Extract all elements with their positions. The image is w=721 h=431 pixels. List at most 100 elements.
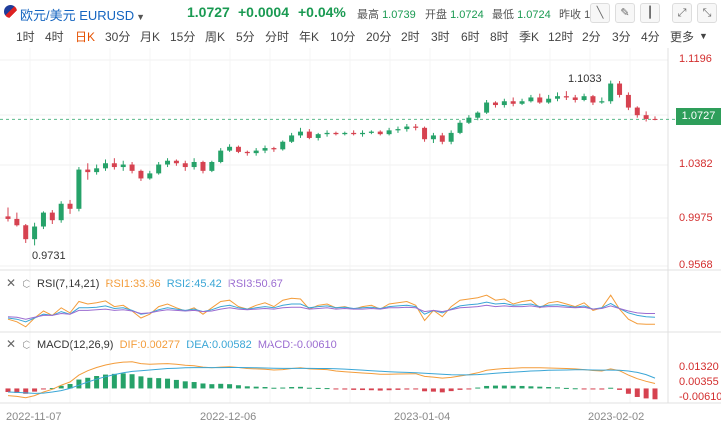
candle-body [32, 226, 38, 240]
tab-period[interactable]: 15分 [170, 30, 196, 44]
candle-body [5, 216, 11, 219]
candle-body [94, 168, 100, 173]
tab-period[interactable]: 10分 [330, 30, 356, 44]
candle-body [235, 146, 241, 152]
tab-period[interactable]: 12时 [548, 30, 574, 44]
tab-period[interactable]: 月K [140, 30, 161, 44]
tab-period[interactable]: 年K [299, 30, 320, 44]
candle-body [439, 135, 445, 142]
candle-body [342, 132, 348, 135]
macd-bar [253, 386, 259, 389]
candle-body [430, 135, 436, 140]
candle-body [634, 107, 640, 116]
stat-high: 最高 1.0739 [357, 9, 416, 21]
macd-macd-value: MACD:-0.00610 [257, 339, 337, 351]
macd-bar [235, 385, 241, 389]
macd-dea-value: DEA:0.00582 [186, 339, 252, 351]
price-change-pct: +0.04% [298, 4, 346, 20]
stat-low: 最低 1.0724 [492, 9, 551, 21]
tab-period[interactable]: 2分 [582, 30, 601, 44]
tab-period[interactable]: 1时 [16, 30, 35, 44]
candle-body [360, 132, 366, 135]
settings-icon[interactable]: ⬡ [22, 279, 31, 290]
high-annotation: 1.1033 [568, 73, 602, 85]
macd-bar [147, 377, 153, 389]
more-chevron-icon[interactable]: ▼ [699, 31, 708, 41]
candle-body [510, 101, 516, 104]
tab-period[interactable]: 2时 [401, 30, 420, 44]
x-date-label: 2022-11-07 [6, 411, 61, 423]
draw-line-icon[interactable]: ╲ [590, 3, 610, 23]
macd-bar [227, 384, 233, 389]
macd-bar [156, 378, 162, 389]
macd-bar [475, 387, 481, 389]
rsi-name: RSI(7,14,21) [37, 278, 100, 290]
macd-bar [555, 387, 561, 389]
macd-bar [617, 388, 623, 390]
candle-body [466, 117, 472, 123]
macd-bar [67, 384, 73, 389]
quote-header: 欧元/美元 EURUSD ▼ 1.0727 +0.0004 +0.04% 最高 1… [0, 0, 721, 24]
candle-body [23, 225, 29, 240]
candle-body [608, 83, 614, 102]
macd-bar [102, 374, 108, 389]
macd-bar [581, 388, 587, 390]
macd-bar [5, 388, 11, 392]
close-icon[interactable]: ✕ [6, 337, 17, 351]
symbol-selector[interactable]: 欧元/美元 EURUSD ▼ [20, 5, 145, 24]
tab-period[interactable]: 8时 [490, 30, 509, 44]
candle-body [422, 127, 428, 140]
macd-bar [652, 388, 658, 400]
tab-period[interactable]: 4时 [45, 30, 64, 44]
macd-bar [94, 376, 100, 389]
tab-period[interactable]: 分时 [265, 30, 290, 44]
macd-bar [528, 386, 534, 389]
tab-period[interactable]: 3分 [612, 30, 631, 44]
macd-bar [377, 388, 383, 391]
candle-body [599, 101, 605, 103]
candle-body [289, 135, 295, 142]
macd-axis-label: 0.00355 [679, 376, 719, 388]
macd-bar [599, 388, 605, 390]
macd-bar [457, 388, 463, 390]
macd-bar [209, 384, 215, 389]
tab-period[interactable]: 4分 [641, 30, 660, 44]
tab-period[interactable]: 季K [519, 30, 540, 44]
macd-axis-label: -0.00610 [679, 391, 721, 403]
candle-body [209, 161, 215, 171]
macd-bar [200, 383, 206, 389]
macd-bar [289, 387, 295, 389]
chevron-down-icon: ▼ [136, 12, 146, 22]
tab-period[interactable]: 3时 [431, 30, 450, 44]
macd-bar [49, 388, 55, 390]
macd-bar [537, 386, 543, 389]
macd-bar [280, 387, 286, 389]
macd-bar [85, 377, 91, 389]
rsi-layer [7, 294, 656, 328]
macd-bar [58, 385, 64, 389]
close-icon[interactable]: ✕ [6, 276, 17, 290]
tab-period[interactable]: 更多 [670, 30, 695, 44]
rsi1-value: RSI1:33.86 [105, 278, 161, 290]
settings-icon[interactable]: ⬡ [22, 340, 31, 351]
pencil-icon[interactable]: ✎ [615, 3, 635, 23]
fullscreen-icon[interactable]: ⤢ [672, 3, 692, 23]
rsi1-line [7, 294, 655, 328]
rsi2-value: RSI2:45.42 [166, 278, 222, 290]
tab-period[interactable]: 6时 [461, 30, 480, 44]
symbol-name: 欧元/美元 EURUSD [20, 8, 135, 23]
tab-period[interactable]: 周K [205, 30, 226, 44]
tab-period[interactable]: 日K [75, 30, 96, 44]
candle-body [67, 203, 73, 209]
candle-type-icon[interactable]: ┃ [640, 3, 660, 23]
current-price-tag: 1.0727 [676, 108, 721, 125]
tab-period[interactable]: 20分 [366, 30, 392, 44]
tab-period[interactable]: 5分 [236, 30, 255, 44]
tab-period[interactable]: 30分 [105, 30, 131, 44]
collapse-icon[interactable]: ⤡ [697, 3, 717, 23]
candle-body [492, 102, 498, 106]
candle-body [49, 212, 55, 221]
price-axis-label: 0.9975 [679, 212, 713, 224]
macd-bar [120, 373, 126, 389]
